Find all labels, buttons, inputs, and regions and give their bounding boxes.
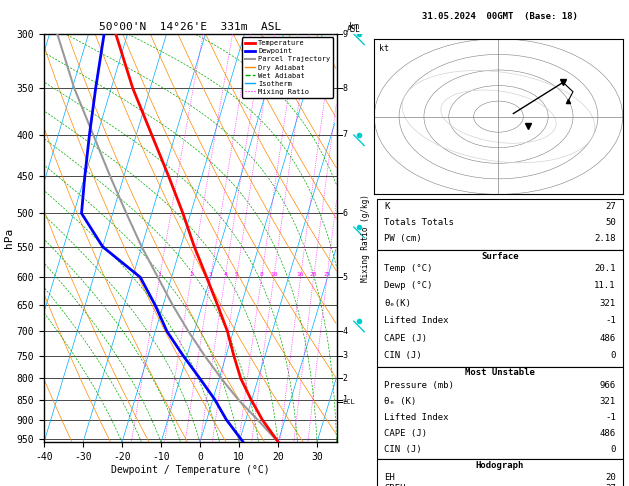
Title: 50°00'N  14°26'E  331m  ASL: 50°00'N 14°26'E 331m ASL: [99, 22, 281, 32]
Legend: Temperature, Dewpoint, Parcel Trajectory, Dry Adiabat, Wet Adiabat, Isotherm, Mi: Temperature, Dewpoint, Parcel Trajectory…: [242, 37, 333, 98]
Text: 9: 9: [343, 30, 348, 38]
Text: 4: 4: [343, 327, 348, 336]
X-axis label: Dewpoint / Temperature (°C): Dewpoint / Temperature (°C): [111, 465, 270, 475]
Text: 321: 321: [599, 299, 616, 308]
Text: 2: 2: [343, 374, 348, 383]
Text: Temp (°C): Temp (°C): [384, 264, 433, 273]
Text: 20: 20: [605, 473, 616, 482]
Text: 20.1: 20.1: [594, 264, 616, 273]
Text: 1: 1: [343, 395, 348, 404]
Text: 486: 486: [599, 333, 616, 343]
Text: θₑ(K): θₑ(K): [384, 299, 411, 308]
Text: K: K: [384, 202, 390, 211]
Text: 486: 486: [599, 429, 616, 438]
Text: 1: 1: [158, 272, 162, 278]
Text: LCL: LCL: [343, 399, 355, 405]
Text: 8: 8: [343, 84, 348, 93]
Text: Totals Totals: Totals Totals: [384, 218, 454, 226]
Text: km: km: [349, 21, 359, 31]
Bar: [377, 199, 623, 250]
Text: 37: 37: [605, 484, 616, 486]
Text: ASL: ASL: [347, 25, 361, 34]
Text: 16: 16: [297, 272, 304, 278]
Text: -1: -1: [605, 316, 616, 325]
Text: 20: 20: [310, 272, 318, 278]
Bar: [377, 367, 623, 459]
Y-axis label: hPa: hPa: [4, 228, 14, 248]
Text: 2.18: 2.18: [594, 234, 616, 243]
Text: CAPE (J): CAPE (J): [384, 429, 427, 438]
Bar: [377, 250, 623, 367]
Text: Most Unstable: Most Unstable: [465, 368, 535, 378]
Text: SREH: SREH: [384, 484, 406, 486]
Text: θₑ (K): θₑ (K): [384, 397, 416, 406]
Text: 50: 50: [605, 218, 616, 226]
Text: Lifted Index: Lifted Index: [384, 413, 449, 422]
Text: 6: 6: [343, 209, 348, 218]
Text: 321: 321: [599, 397, 616, 406]
Text: kt: kt: [379, 44, 389, 52]
Text: EH: EH: [384, 473, 395, 482]
Text: Lifted Index: Lifted Index: [384, 316, 449, 325]
Text: CAPE (J): CAPE (J): [384, 333, 427, 343]
Text: 11.1: 11.1: [594, 281, 616, 290]
Text: 31.05.2024  00GMT  (Base: 18): 31.05.2024 00GMT (Base: 18): [422, 12, 578, 21]
Text: CIN (J): CIN (J): [384, 445, 422, 454]
Text: 25: 25: [323, 272, 331, 278]
Text: 5: 5: [235, 272, 238, 278]
Text: 0: 0: [610, 351, 616, 360]
Text: Dewp (°C): Dewp (°C): [384, 281, 433, 290]
Text: 3: 3: [343, 351, 348, 360]
Text: PW (cm): PW (cm): [384, 234, 422, 243]
Text: 966: 966: [599, 381, 616, 390]
Text: Mixing Ratio (g/kg): Mixing Ratio (g/kg): [362, 194, 370, 282]
Text: Pressure (mb): Pressure (mb): [384, 381, 454, 390]
Text: 2: 2: [189, 272, 193, 278]
Text: 10: 10: [270, 272, 277, 278]
Text: 8: 8: [260, 272, 264, 278]
Text: 7: 7: [343, 130, 348, 139]
Text: 3: 3: [209, 272, 213, 278]
Text: -1: -1: [605, 413, 616, 422]
Bar: [377, 459, 623, 486]
Text: 5: 5: [343, 273, 348, 282]
Text: 0: 0: [610, 445, 616, 454]
Text: Hodograph: Hodograph: [476, 461, 524, 470]
Text: Surface: Surface: [481, 252, 519, 261]
Text: 4: 4: [223, 272, 227, 278]
Text: CIN (J): CIN (J): [384, 351, 422, 360]
Text: 27: 27: [605, 202, 616, 211]
